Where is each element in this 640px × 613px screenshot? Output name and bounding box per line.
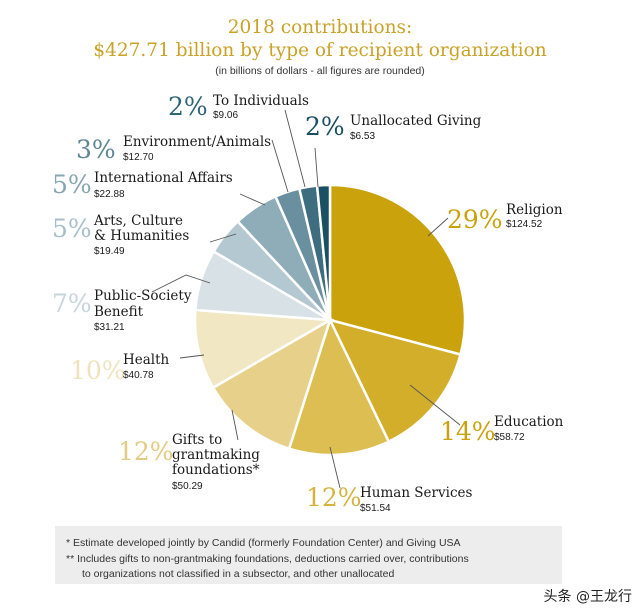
slice-amount: $50.29 [172, 481, 203, 492]
pie-slice [328, 183, 467, 357]
slice-amount: $12.70 [123, 152, 154, 163]
footnote-box [55, 526, 562, 584]
slice-label: To Individuals [213, 93, 309, 109]
slice-amount: $40.78 [123, 370, 154, 381]
slice-label: Gifts to [172, 432, 222, 448]
slice-label: International Affairs [94, 170, 233, 186]
footnote-1: * Estimate developed jointly by Candid (… [66, 537, 461, 549]
slice-amount: $51.54 [360, 503, 391, 514]
slice-percent: 29% [447, 205, 503, 234]
slice-amount: $31.21 [94, 322, 125, 333]
slice-label: & Humanities [94, 228, 189, 244]
slice-label: Education [494, 414, 564, 430]
slice-percent: 3% [76, 135, 116, 164]
slice-label: Arts, Culture [93, 213, 183, 229]
slice-amount: $19.49 [94, 246, 125, 257]
slice-percent: 7% [52, 289, 92, 318]
chart-title: 2018 contributions: [228, 17, 412, 38]
slice-label: Environment/Animals [123, 134, 271, 150]
chart-subtitle: $427.71 billion by type of recipient org… [93, 40, 546, 61]
leader-line [151, 274, 211, 293]
leader-line [271, 139, 289, 193]
pie-slices [193, 183, 467, 457]
slice-label: Human Services [360, 485, 472, 501]
slice-amount: $124.52 [506, 219, 543, 230]
slice-percent: 12% [118, 437, 174, 466]
pie-slice [315, 183, 332, 321]
pie-slice [211, 317, 333, 451]
chart-note: (in billions of dollars - all figures ar… [215, 65, 425, 77]
leader-line [409, 384, 461, 426]
slice-label: Unallocated Giving [350, 113, 482, 129]
leader-line [329, 446, 341, 489]
slice-amount: $22.88 [94, 189, 125, 200]
slice-amount: $9.06 [213, 110, 238, 121]
slice-percent: 12% [306, 483, 362, 512]
slice-label: Public-Society [94, 288, 192, 304]
leader-line [179, 354, 205, 359]
footnote-2: ** Includes gifts to non-grantmaking fou… [66, 553, 469, 565]
slice-percent: 2% [305, 112, 345, 141]
slice-label: foundations* [172, 462, 260, 478]
slice-percent: 2% [168, 92, 208, 121]
watermark: 头条 @王龙行 [544, 588, 632, 605]
slice-label: Religion [506, 202, 563, 218]
slice-percent: 5% [52, 170, 92, 199]
pie-slice [287, 316, 391, 457]
leader-lines [151, 109, 461, 489]
leader-line [427, 217, 449, 237]
slice-percent: 5% [52, 214, 92, 243]
leader-line [231, 409, 239, 441]
pie-slice [327, 318, 463, 444]
slice-percent: 14% [440, 417, 496, 446]
leader-line [314, 147, 319, 188]
leader-line [239, 193, 266, 206]
slice-label: Health [123, 352, 170, 368]
footnote-3: to organizations not classified in a sub… [82, 568, 394, 580]
leader-line [209, 233, 237, 243]
pie-slice [193, 308, 335, 390]
slice-label: grantmaking [172, 447, 260, 463]
slice-labels: 29% Religion$124.5214%Education$58.7212%H… [52, 92, 564, 514]
leader-line [284, 109, 306, 188]
slice-label: Benefit [94, 304, 144, 320]
slice-percent: 10% [70, 356, 126, 385]
slice-amount: $58.72 [494, 432, 525, 443]
slice-amount: $6.53 [350, 131, 375, 142]
